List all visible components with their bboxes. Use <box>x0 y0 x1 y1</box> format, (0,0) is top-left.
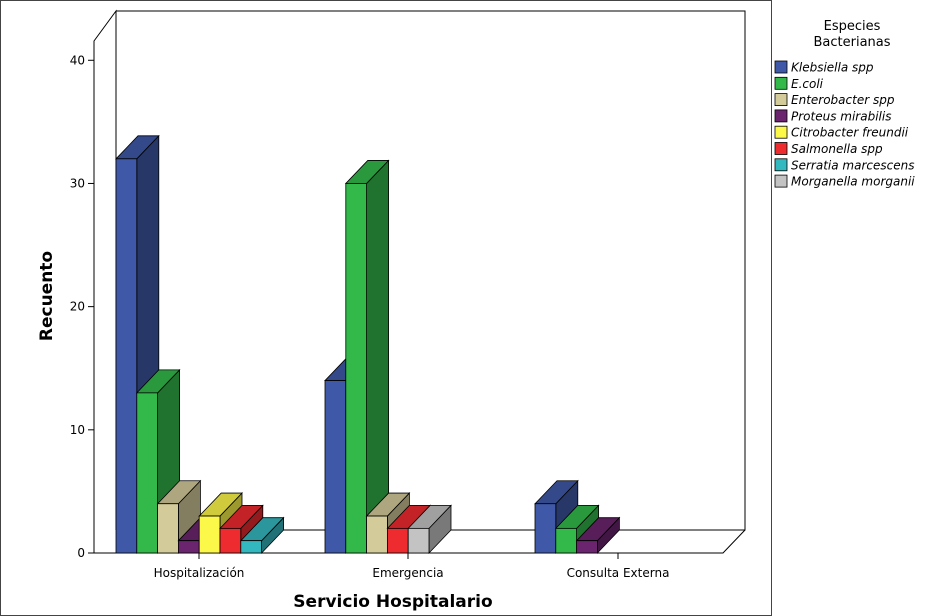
bar-morganella-morganii-1 <box>407 504 452 554</box>
legend-label: E.coli <box>791 77 824 91</box>
legend-swatch <box>774 60 788 74</box>
legend-title-line-1: Especies <box>824 19 881 34</box>
bar-serratia-marcescens-0 <box>239 516 285 554</box>
bar-proteus-mirabilis-2 <box>575 516 621 554</box>
legend: Especies Bacterianas Klebsiella spp E.col… <box>774 19 915 189</box>
legend-title-line-2: Bacterianas <box>813 35 890 50</box>
legend-item-klebsiella-spp: Klebsiella spp <box>774 60 874 75</box>
legend-label: Serratia marcescens <box>791 158 914 172</box>
legend-item-serratia-marcescens: Serratia marcescens <box>774 158 914 172</box>
floor-edge <box>94 529 746 554</box>
x-tick-label-1: Emergencia <box>372 566 443 580</box>
y-axis-title: Recuento <box>37 251 57 341</box>
legend-item-proteus-mirabilis: Proteus mirabilis <box>774 109 891 123</box>
y-tick-label-20: 20 <box>70 300 85 314</box>
legend-label: Morganella morganii <box>791 175 915 189</box>
legend-swatch <box>774 76 788 90</box>
legend-item-enterobacter-spp: Enterobacter spp <box>774 93 895 107</box>
legend-label: Enterobacter spp <box>791 93 895 107</box>
y-tick-label-10: 10 <box>70 423 85 437</box>
legend-item-morganella-morganii: Morganella morganii <box>774 174 915 189</box>
x-axis: Hospitalización Emergencia Consulta Extern… <box>154 553 670 580</box>
legend-swatch <box>774 174 788 188</box>
y-tick-label-30: 30 <box>70 176 85 190</box>
x-tick-label-0: Hospitalización <box>154 566 245 580</box>
y-tick-label-0: 0 <box>77 546 85 560</box>
y-axis: 0 10 20 30 40 <box>70 53 94 560</box>
bars-group <box>115 134 621 554</box>
legend-swatch <box>774 125 788 139</box>
legend-label: Citrobacter freundii <box>791 126 909 140</box>
legend-label: Klebsiella spp <box>791 61 874 75</box>
x-axis-title: Servicio Hospitalario <box>293 592 492 612</box>
x-tick-label-2: Consulta Externa <box>567 566 670 580</box>
legend-item-e-coli: E.coli <box>774 76 824 91</box>
legend-item-salmonella-spp: Salmonella spp <box>774 142 883 156</box>
legend-item-citrobacter-freundii: Citrobacter freundii <box>774 125 909 140</box>
legend-swatch <box>774 93 788 106</box>
y-tick-label-40: 40 <box>70 53 85 67</box>
legend-swatch <box>774 109 788 123</box>
legend-label: Salmonella spp <box>791 142 883 156</box>
bar-e-coli-1 <box>344 159 390 554</box>
legend-swatch <box>774 158 788 172</box>
bar-enterobacter-spp-0 <box>156 479 202 554</box>
legend-label: Proteus mirabilis <box>791 109 891 123</box>
legend-swatch <box>774 142 788 155</box>
